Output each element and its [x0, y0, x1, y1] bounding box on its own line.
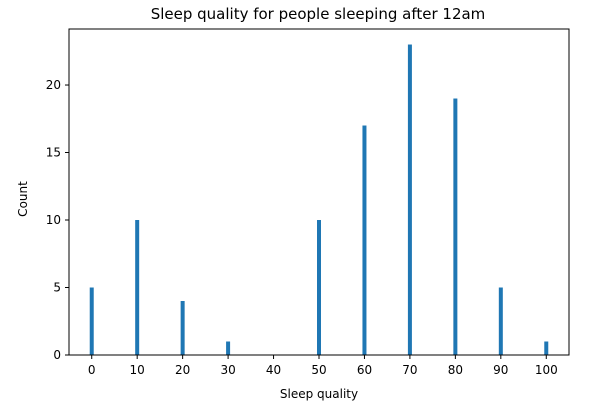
bar-0: [90, 288, 94, 355]
bar-60: [362, 126, 366, 355]
chart-title: Sleep quality for people sleeping after …: [151, 5, 486, 23]
bar-50: [317, 220, 321, 355]
y-tick-label-20: 20: [46, 78, 61, 92]
bar-80: [453, 99, 457, 355]
y-tick-label-10: 10: [46, 213, 61, 227]
x-tick-label-100: 100: [535, 363, 558, 377]
bar-10: [135, 220, 139, 355]
bar-30: [226, 342, 230, 355]
x-tick-label-10: 10: [130, 363, 145, 377]
x-tick-label-80: 80: [448, 363, 463, 377]
x-axis-label: Sleep quality: [280, 387, 358, 401]
x-tick-label-90: 90: [493, 363, 508, 377]
bar-100: [544, 342, 548, 355]
bar-70: [408, 45, 412, 355]
x-tick-label-20: 20: [175, 363, 190, 377]
bar-90: [499, 288, 503, 355]
bar-20: [181, 301, 185, 355]
x-tick-label-70: 70: [402, 363, 417, 377]
y-axis-label: Count: [16, 181, 30, 217]
x-tick-label-50: 50: [311, 363, 326, 377]
y-tick-label-0: 0: [53, 348, 61, 362]
x-tick-label-30: 30: [220, 363, 235, 377]
y-tick-label-15: 15: [46, 146, 61, 160]
x-tick-label-0: 0: [88, 363, 96, 377]
y-axis-ticks: 0 5 10 15 20: [46, 78, 69, 362]
x-tick-label-60: 60: [357, 363, 372, 377]
y-tick-label-5: 5: [53, 281, 61, 295]
plot-area: [69, 29, 569, 355]
x-tick-label-40: 40: [266, 363, 281, 377]
x-axis-ticks: 0 10 20 30 40 50 60 70 80 90 100: [88, 355, 558, 377]
